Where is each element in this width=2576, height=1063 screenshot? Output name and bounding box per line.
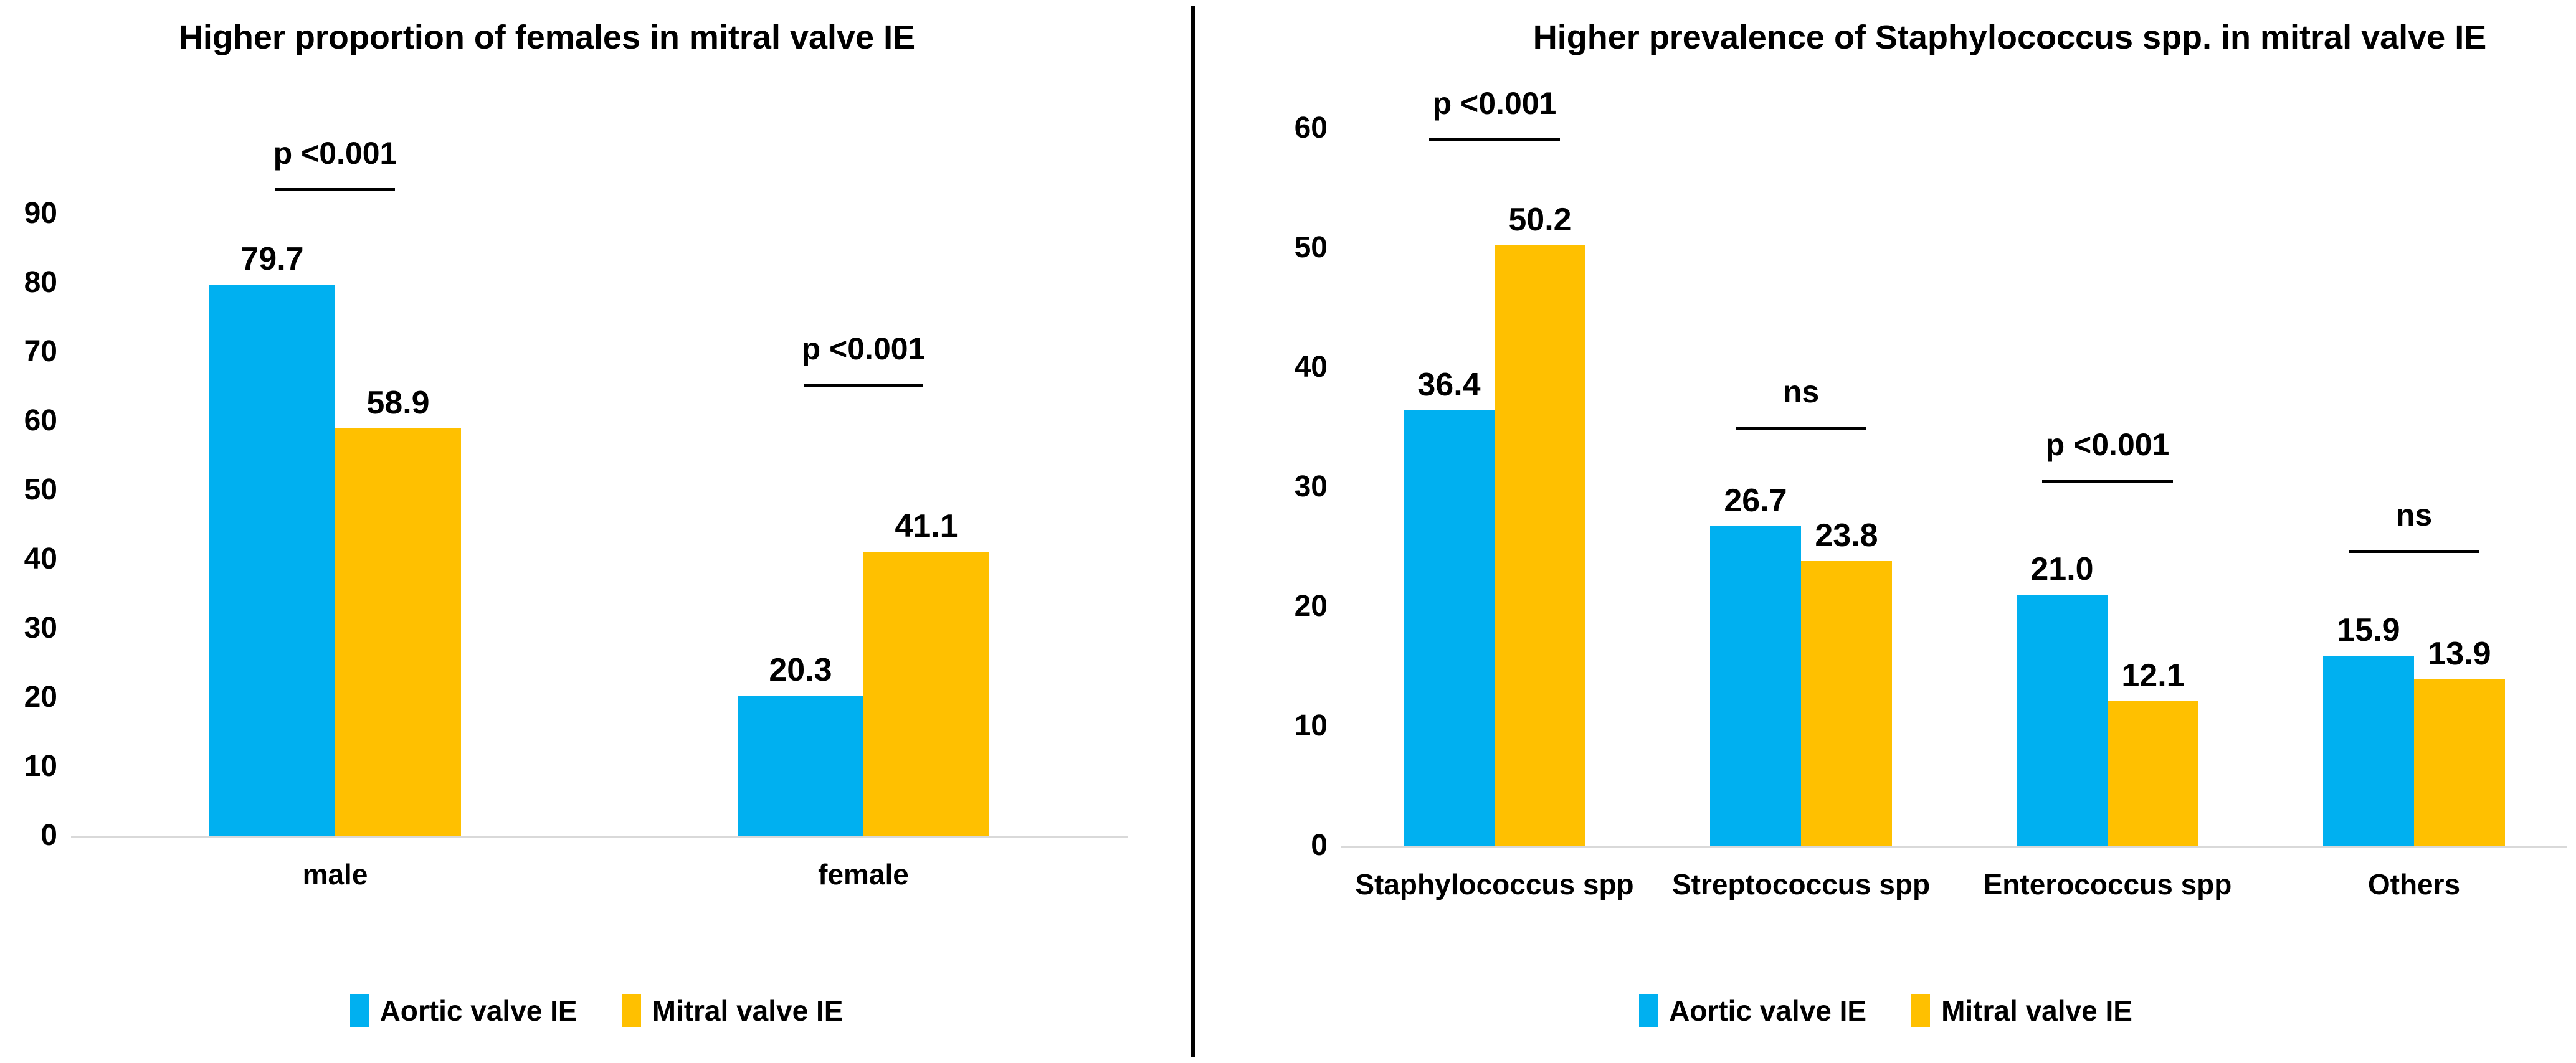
legend-label-mitral-valve-ie: Mitral valve IE <box>652 994 844 1027</box>
significance-label: p <0.001 <box>1432 86 1557 121</box>
right-chart: Higher prevalence of Staphylococcus spp.… <box>1195 0 2576 1063</box>
bar-value-label: 23.8 <box>1815 517 1878 554</box>
bar-value-label: 79.7 <box>240 241 304 278</box>
bar-value-label: 58.9 <box>366 385 430 422</box>
legend-item-mitral-valve-ie: Mitral valve IE <box>622 994 844 1027</box>
legend-item-aortic-valve-ie: Aortic valve IE <box>349 994 577 1027</box>
bar-mitral-valve-ie <box>1801 561 1892 846</box>
bar-aortic-valve-ie <box>2323 655 2414 846</box>
category-label: Streptococcus spp <box>1671 868 1931 900</box>
category-label: Staphylococcus spp <box>1355 868 1634 900</box>
bar-value-label: 15.9 <box>2337 612 2400 648</box>
bar-aortic-valve-ie <box>738 695 863 836</box>
significance-line <box>2042 479 2173 483</box>
category-label: female <box>818 858 909 891</box>
significance-line <box>275 188 395 192</box>
y-axis-tick-label: 10 <box>1294 709 1328 742</box>
right-chart-title: Higher prevalence of Staphylococcus spp.… <box>1533 19 2487 56</box>
left-chart-title: Higher proportion of females in mitral v… <box>178 19 916 56</box>
bar-aortic-valve-ie <box>1710 526 1801 846</box>
bar-value-label: 50.2 <box>1508 202 1572 239</box>
y-axis-tick-label: 30 <box>24 612 57 645</box>
legend-label-aortic-valve-ie: Aortic valve IE <box>379 994 577 1027</box>
category-label: Enterococcus spp <box>1983 868 2232 900</box>
y-axis-tick-label: 20 <box>24 681 57 714</box>
y-axis-tick-label: 60 <box>24 404 57 437</box>
y-axis-tick-label: 40 <box>1294 351 1328 384</box>
significance-line <box>1736 427 1866 430</box>
y-axis-tick-label: 0 <box>1311 829 1328 862</box>
legend-swatch-aortic-valve-ie <box>349 994 369 1027</box>
y-axis-tick-label: 80 <box>24 266 57 299</box>
bar-value-label: 21.0 <box>2030 550 2094 587</box>
x-axis-line <box>1341 846 2567 848</box>
y-axis-tick-label: 40 <box>24 542 57 575</box>
legend-swatch-mitral-valve-ie <box>1911 994 1931 1027</box>
bar-value-label: 20.3 <box>769 651 832 688</box>
y-axis-tick-label: 30 <box>1294 470 1328 503</box>
legend-item-mitral-valve-ie: Mitral valve IE <box>1911 994 2132 1027</box>
bar-value-label: 41.1 <box>895 508 958 544</box>
y-axis-tick-label: 50 <box>1294 231 1328 264</box>
left-chart-legend: Aortic valve IE Mitral valve IE <box>0 994 1193 1027</box>
significance-line <box>2349 549 2479 553</box>
bar-mitral-valve-ie <box>1495 245 1585 846</box>
bar-mitral-valve-ie <box>2108 701 2198 846</box>
bar-value-label: 36.4 <box>1417 367 1481 404</box>
legend-label-mitral-valve-ie: Mitral valve IE <box>1941 994 2132 1027</box>
legend-swatch-mitral-valve-ie <box>622 994 641 1027</box>
y-axis-tick-label: 90 <box>24 197 57 230</box>
y-axis-tick-label: 70 <box>24 335 57 368</box>
significance-label: p <0.001 <box>801 331 926 366</box>
left-chart-plot: 0 10 20 30 40 50 60 70 80 90 79.7 58.9 p <0.001 male 2… <box>0 0 1193 1063</box>
right-chart-plot: 0 10 20 30 40 50 60 36.4 50.2 p <0.001 Staphylococ… <box>1195 0 2576 1063</box>
significance-line <box>804 383 923 387</box>
bar-mitral-valve-ie <box>335 428 461 836</box>
significance-label: ns <box>2395 497 2433 532</box>
y-axis-tick-label: 50 <box>24 473 57 506</box>
bar-aortic-valve-ie <box>209 285 335 836</box>
category-label: Others <box>2367 868 2461 900</box>
category-label: male <box>302 858 368 891</box>
bar-mitral-valve-ie <box>2414 679 2505 846</box>
bar-mitral-valve-ie <box>863 551 989 836</box>
panel-divider <box>1191 6 1195 1057</box>
bar-aortic-valve-ie <box>2017 594 2108 846</box>
x-axis-line <box>71 836 1128 838</box>
bar-value-label: 12.1 <box>2121 657 2185 694</box>
legend-swatch-aortic-valve-ie <box>1639 994 1658 1027</box>
significance-line <box>1429 138 1560 142</box>
bar-value-label: 13.9 <box>2428 636 2491 673</box>
y-axis-tick-label: 60 <box>1294 111 1328 144</box>
legend-item-aortic-valve-ie: Aortic valve IE <box>1639 994 1866 1027</box>
bar-aortic-valve-ie <box>1404 410 1495 846</box>
left-chart: Higher proportion of females in mitral v… <box>0 0 1193 1063</box>
bar-value-label: 26.7 <box>1724 483 1787 519</box>
right-chart-legend: Aortic valve IE Mitral valve IE <box>1195 994 2576 1027</box>
significance-label: ns <box>1782 374 1820 410</box>
y-axis-tick-label: 20 <box>1294 590 1328 623</box>
legend-label-aortic-valve-ie: Aortic valve IE <box>1669 994 1867 1027</box>
significance-label: p <0.001 <box>2045 427 2170 462</box>
y-axis-tick-label: 10 <box>24 750 57 783</box>
significance-label: p <0.001 <box>273 136 397 171</box>
y-axis-tick-label: 0 <box>40 819 57 852</box>
